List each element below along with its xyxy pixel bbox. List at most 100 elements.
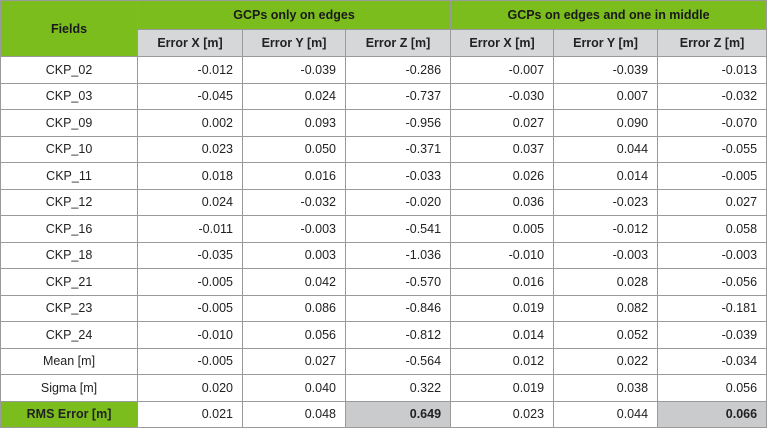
cell-value: -0.045 xyxy=(137,82,243,110)
cell-value: -0.056 xyxy=(657,268,768,296)
cell-value: -0.039 xyxy=(242,56,346,84)
cell-value: 0.044 xyxy=(553,135,659,163)
cell-value: 0.042 xyxy=(242,268,346,296)
cell-value: -0.003 xyxy=(657,241,768,269)
row-label: CKP_02 xyxy=(0,56,138,84)
cell-value: 0.086 xyxy=(242,294,346,322)
row-label: CKP_24 xyxy=(0,321,138,349)
cell-value: 0.649 xyxy=(344,400,452,428)
table-row: CKP_18 -0.035 0.003 -1.036 -0.010 -0.003 -0.00… xyxy=(0,241,768,269)
cell-value: 0.050 xyxy=(242,135,346,163)
row-label: Mean [m] xyxy=(0,347,138,375)
cell-value: -0.005 xyxy=(137,268,243,296)
cell-value: 0.082 xyxy=(553,294,659,322)
cell-value: -0.020 xyxy=(344,188,452,216)
cell-value: 0.066 xyxy=(657,400,768,428)
cell-value: -0.541 xyxy=(344,215,452,243)
cell-value: 0.027 xyxy=(657,188,768,216)
cell-value: 0.005 xyxy=(450,215,555,243)
cell-value: 0.036 xyxy=(450,188,555,216)
cell-value: 0.093 xyxy=(242,109,346,137)
fields-header: Fields xyxy=(0,0,138,57)
group-header: GCPs only on edges xyxy=(136,0,452,30)
cell-value: 0.024 xyxy=(137,188,243,216)
cell-value: 0.056 xyxy=(657,374,768,402)
cell-value: 0.016 xyxy=(242,162,346,190)
column-header: Error Y [m] xyxy=(553,29,659,57)
cell-value: 0.012 xyxy=(450,347,555,375)
row-label: CKP_21 xyxy=(0,268,138,296)
row-label: CKP_12 xyxy=(0,188,138,216)
column-header: Error Z [m] xyxy=(657,29,768,57)
table-row: CKP_11 0.018 0.016 -0.033 0.026 0.014 -0.005 xyxy=(0,162,768,190)
cell-value: -0.570 xyxy=(344,268,452,296)
cell-value: 0.040 xyxy=(242,374,346,402)
cell-value: -0.039 xyxy=(657,321,768,349)
cell-value: -0.003 xyxy=(242,215,346,243)
cell-value: 0.007 xyxy=(553,82,659,110)
cell-value: -0.010 xyxy=(137,321,243,349)
cell-value: -0.012 xyxy=(137,56,243,84)
row-label: CKP_18 xyxy=(0,241,138,269)
cell-value: 0.090 xyxy=(553,109,659,137)
row-label: RMS Error [m] xyxy=(0,400,138,428)
table-row: CKP_23 -0.005 0.086 -0.846 0.019 0.082 -0.181 xyxy=(0,294,768,322)
cell-value: -1.036 xyxy=(344,241,452,269)
cell-value: -0.812 xyxy=(344,321,452,349)
cell-value: 0.003 xyxy=(242,241,346,269)
cell-value: -0.011 xyxy=(137,215,243,243)
cell-value: 0.020 xyxy=(137,374,243,402)
cell-value: -0.371 xyxy=(344,135,452,163)
row-label: CKP_16 xyxy=(0,215,138,243)
cell-value: 0.023 xyxy=(450,400,555,428)
cell-value: -0.181 xyxy=(657,294,768,322)
cell-value: 0.027 xyxy=(450,109,555,137)
cell-value: -0.005 xyxy=(657,162,768,190)
table-row: CKP_09 0.002 0.093 -0.956 0.027 0.090 -0.070 xyxy=(0,109,768,137)
cell-value: 0.014 xyxy=(450,321,555,349)
row-label: Sigma [m] xyxy=(0,374,138,402)
cell-value: -0.013 xyxy=(657,56,768,84)
table-row: CKP_02 -0.012 -0.039 -0.286 -0.007 -0.039 -0.0… xyxy=(0,56,768,84)
table-row: Sigma [m] 0.020 0.040 0.322 0.019 0.038 0.056 xyxy=(0,374,768,402)
cell-value: -0.956 xyxy=(344,109,452,137)
table-row: CKP_16 -0.011 -0.003 -0.541 0.005 -0.012 0.058 xyxy=(0,215,768,243)
cell-value: -0.003 xyxy=(553,241,659,269)
cell-value: 0.322 xyxy=(344,374,452,402)
cell-value: 0.044 xyxy=(553,400,659,428)
cell-value: 0.024 xyxy=(242,82,346,110)
table-row: CKP_24 -0.010 0.056 -0.812 0.014 0.052 -0.039 xyxy=(0,321,768,349)
row-label: CKP_11 xyxy=(0,162,138,190)
table-row: CKP_21 -0.005 0.042 -0.570 0.016 0.028 -0.056 xyxy=(0,268,768,296)
cell-value: 0.022 xyxy=(553,347,659,375)
row-label: CKP_03 xyxy=(0,82,138,110)
cell-value: 0.002 xyxy=(137,109,243,137)
row-label: CKP_23 xyxy=(0,294,138,322)
cell-value: 0.018 xyxy=(137,162,243,190)
cell-value: -0.030 xyxy=(450,82,555,110)
error-table: Fields GCPs only on edges GCPs on edges … xyxy=(0,0,768,428)
cell-value: -0.005 xyxy=(137,347,243,375)
table-row: CKP_10 0.023 0.050 -0.371 0.037 0.044 -0.055 xyxy=(0,135,768,163)
row-label: CKP_09 xyxy=(0,109,138,137)
cell-value: -0.039 xyxy=(553,56,659,84)
cell-value: 0.056 xyxy=(242,321,346,349)
cell-value: 0.016 xyxy=(450,268,555,296)
row-label: CKP_10 xyxy=(0,135,138,163)
column-header: Error X [m] xyxy=(137,29,243,57)
cell-value: -0.032 xyxy=(242,188,346,216)
cell-value: 0.058 xyxy=(657,215,768,243)
cell-value: 0.048 xyxy=(242,400,346,428)
cell-value: -0.032 xyxy=(657,82,768,110)
cell-value: -0.564 xyxy=(344,347,452,375)
cell-value: -0.005 xyxy=(137,294,243,322)
cell-value: 0.019 xyxy=(450,374,555,402)
table-row: RMS Error [m] 0.021 0.048 0.649 0.023 0.044 0.… xyxy=(0,400,768,428)
cell-value: 0.014 xyxy=(553,162,659,190)
column-header: Error Z [m] xyxy=(344,29,452,57)
cell-value: -0.846 xyxy=(344,294,452,322)
cell-value: -0.737 xyxy=(344,82,452,110)
cell-value: -0.070 xyxy=(657,109,768,137)
table-row: Mean [m] -0.005 0.027 -0.564 0.012 0.022 -0.03… xyxy=(0,347,768,375)
table-row: CKP_03 -0.045 0.024 -0.737 -0.030 0.007 -0.032 xyxy=(0,82,768,110)
